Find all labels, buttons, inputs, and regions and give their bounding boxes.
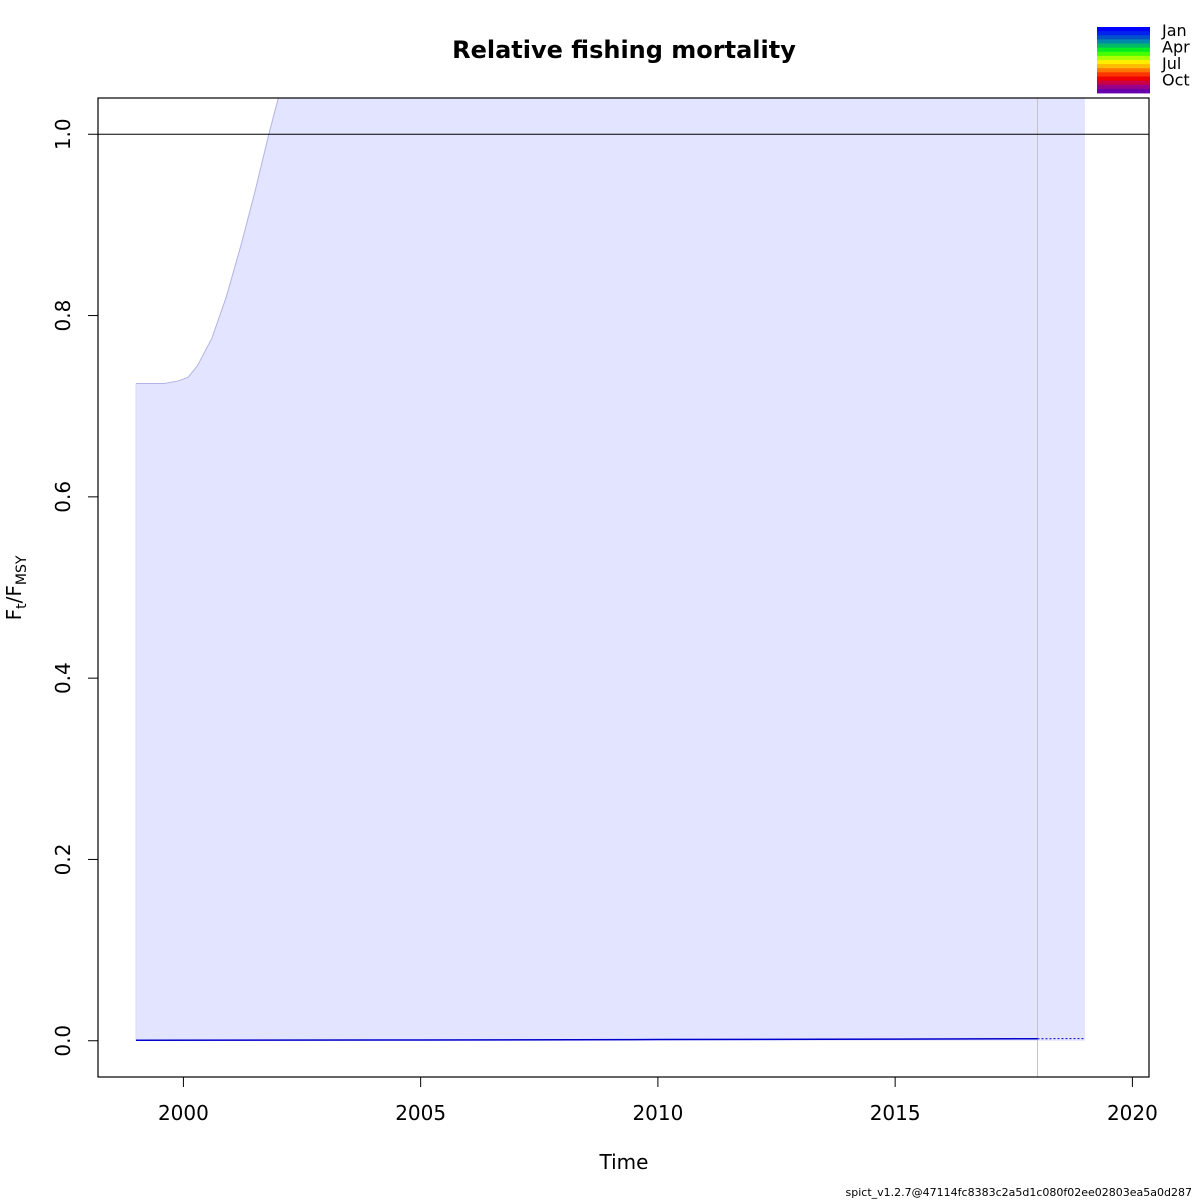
estimate-series-line [135, 1037, 1038, 1042]
confidence-band [135, 98, 1085, 1041]
legend-color-swatch [1097, 80, 1150, 86]
legend-color-swatch [1097, 55, 1150, 61]
y-label-main: F [2, 609, 26, 621]
legend-color-swatch [1097, 76, 1150, 82]
legend-color-swatch [1097, 43, 1150, 49]
legend-color-swatch [1097, 88, 1150, 94]
legend-label: Apr [1162, 38, 1190, 57]
confidence-upper-edge [135, 97, 279, 385]
y-axis-label: Ft/FMSY [2, 555, 30, 620]
legend-label: Oct [1162, 71, 1190, 90]
legend-color-swatch [1097, 31, 1150, 36]
legend-color-swatch [1097, 60, 1150, 65]
x-tick-label: 2000 [158, 1101, 209, 1125]
legend-color-swatch [1097, 68, 1150, 73]
y-label-sub-t: t [14, 603, 30, 609]
plot-content [98, 97, 1149, 1077]
y-tick-label: 1.0 [51, 118, 75, 150]
legend-color-swatch [1097, 27, 1150, 32]
x-tick-label: 2010 [632, 1101, 683, 1125]
chart-title: Relative fishing mortality [452, 36, 796, 64]
legend-color-swatch [1097, 39, 1150, 44]
y-tick-label: 0.4 [51, 662, 75, 694]
y-label-sub-msy: MSY [14, 555, 30, 585]
y-tick-label: 0.6 [51, 481, 75, 513]
y-tick-label: 0.0 [51, 1025, 75, 1057]
legend-color-swatch [1097, 64, 1150, 69]
y-label-sep: /F [2, 585, 26, 603]
legend-label: Jan [1161, 21, 1187, 40]
legend-color-swatch [1097, 84, 1150, 90]
y-tick-label: 0.8 [51, 300, 75, 332]
legend-color-swatch [1097, 51, 1150, 57]
version-footer: spict_v1.2.7@47114fc8383c2a5d1c080f02ee0… [846, 1186, 1192, 1199]
x-tick-label: 2020 [1107, 1101, 1158, 1125]
x-axis: 2000 2005 2010 2015 2020 [158, 1076, 1158, 1125]
y-tick-label: 0.2 [51, 844, 75, 876]
legend-color-swatch [1097, 35, 1150, 40]
legend-color-swatch [1097, 72, 1150, 77]
x-axis-label: Time [599, 1150, 649, 1174]
legend-label: Jul [1161, 54, 1181, 73]
x-tick-label: 2015 [870, 1101, 921, 1125]
x-tick-label: 2005 [395, 1101, 446, 1125]
y-axis: 0.0 0.2 0.4 0.6 0.8 1.0 [51, 118, 99, 1057]
legend-color-swatch [1097, 47, 1150, 53]
